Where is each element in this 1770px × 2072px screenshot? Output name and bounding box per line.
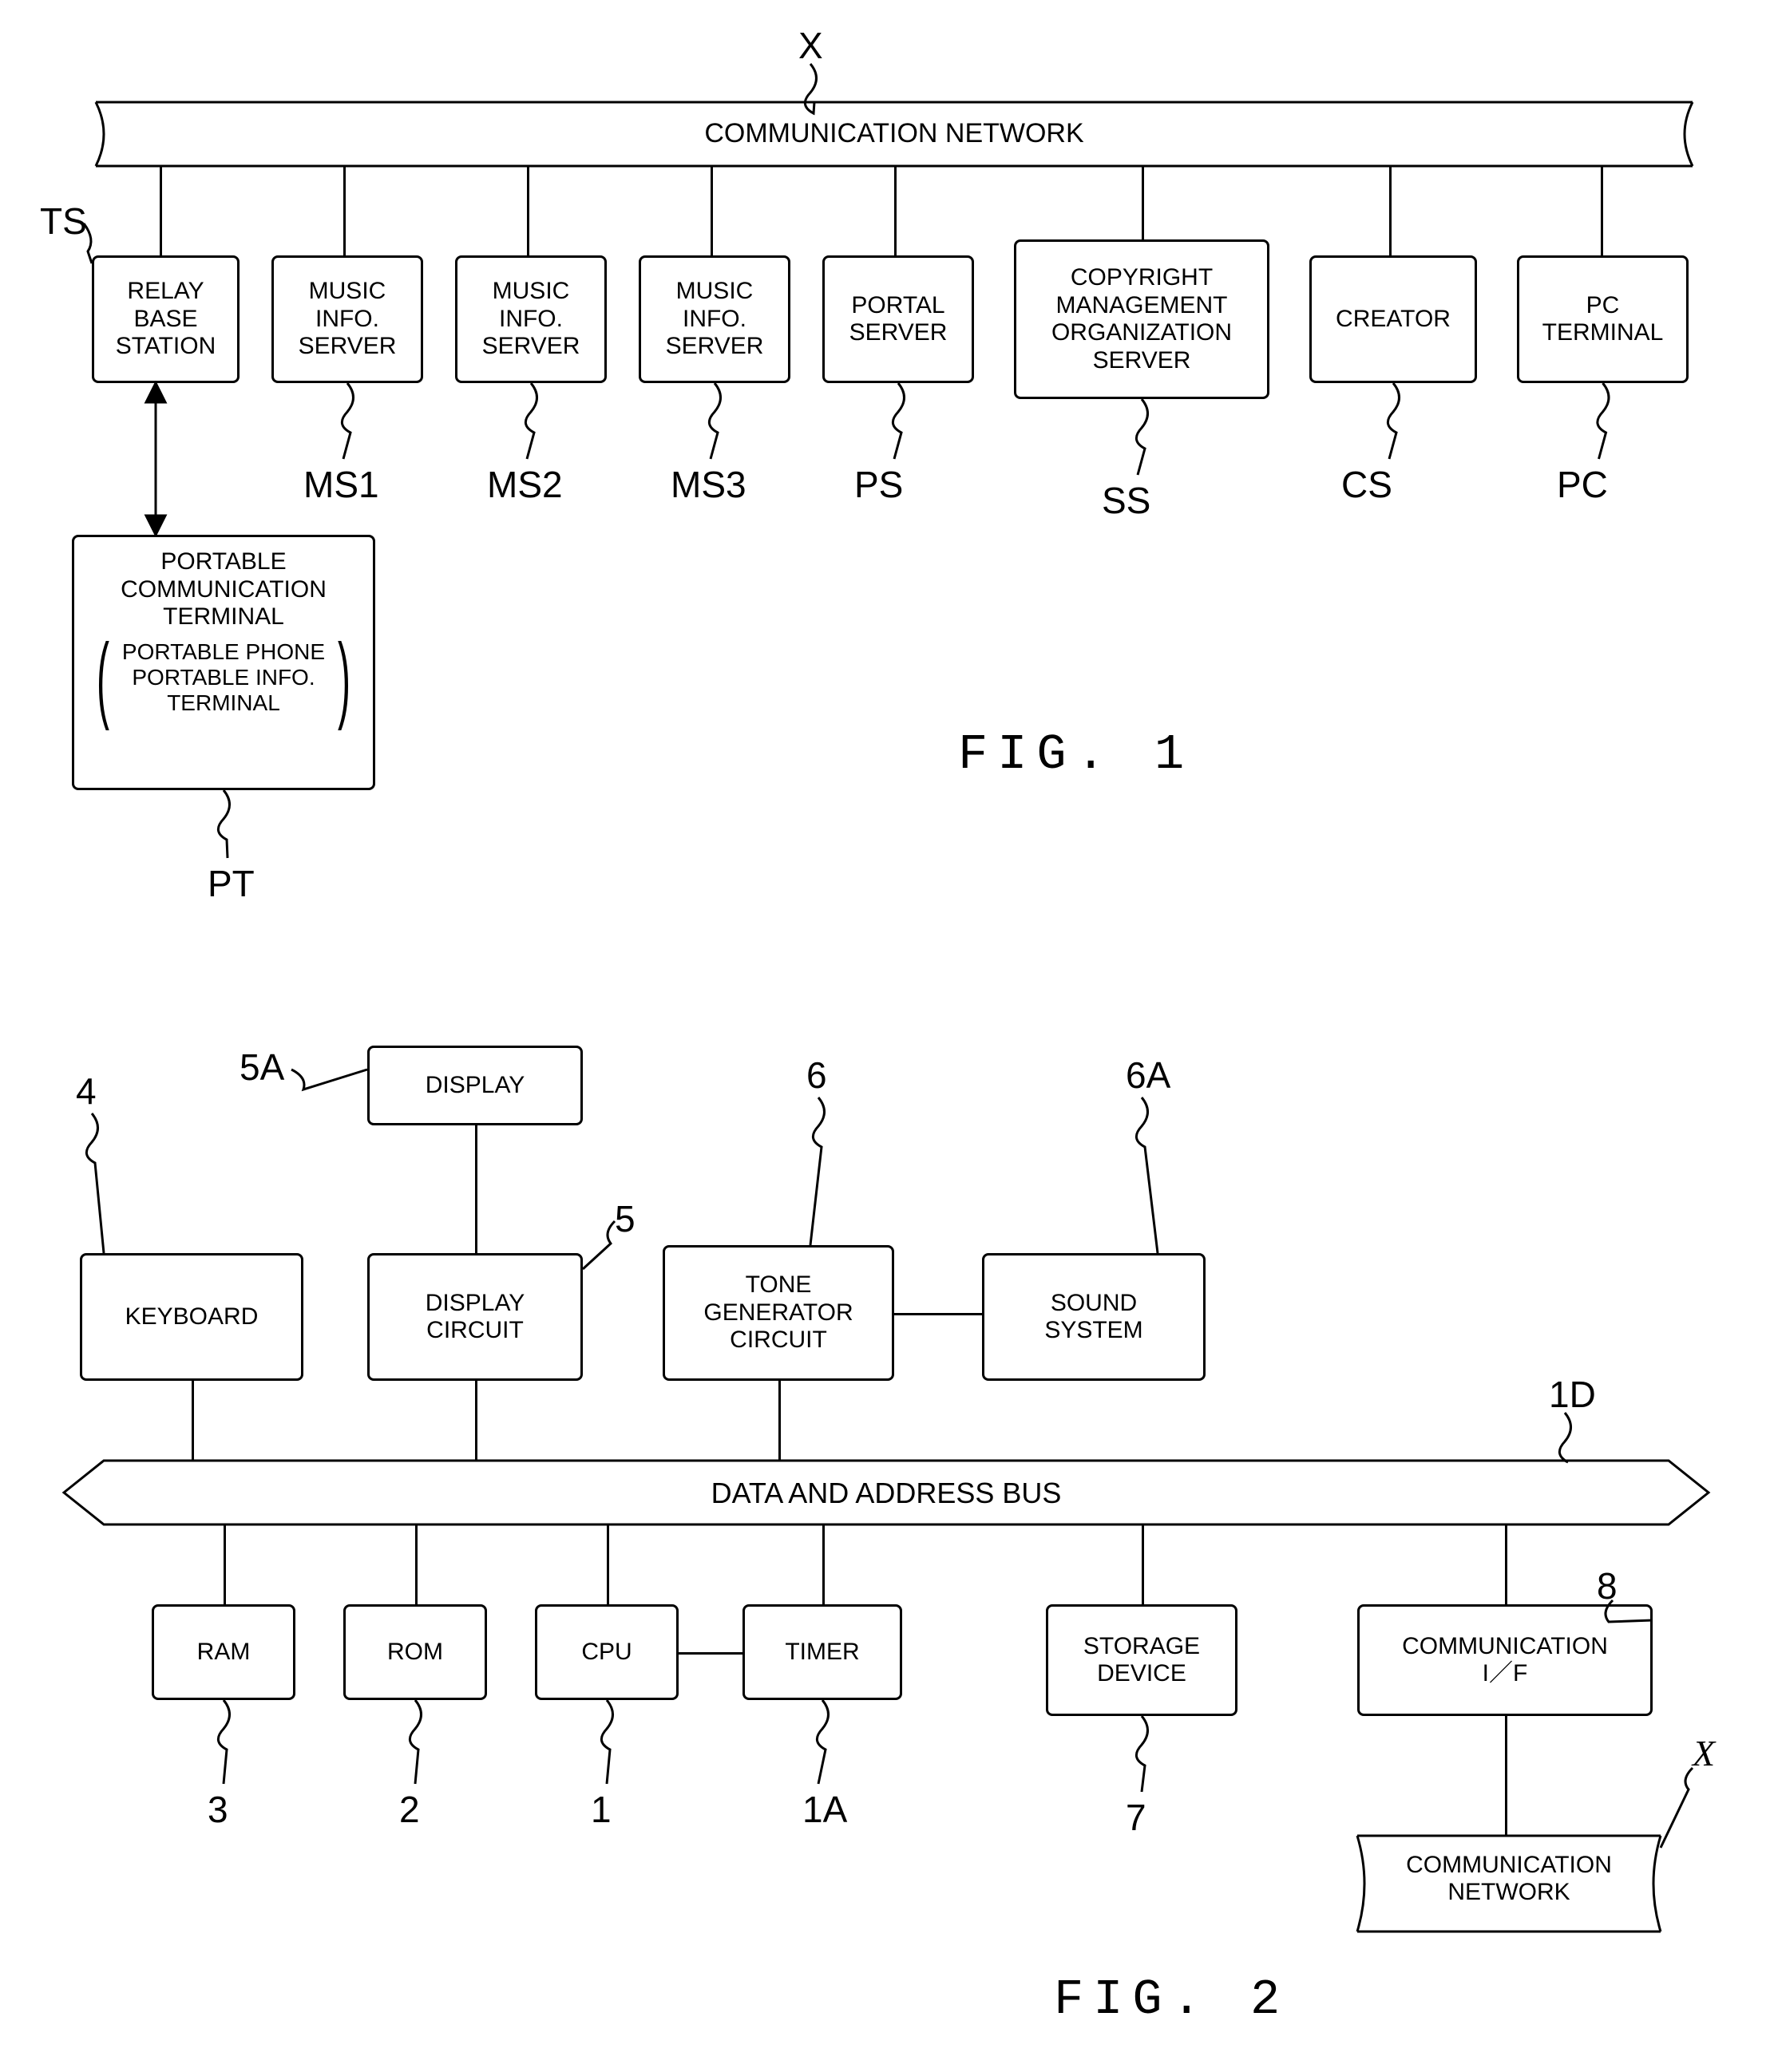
figure-caption: FIG. 2 — [1054, 1971, 1289, 2028]
connector-lines — [0, 0, 1770, 2072]
ref-label: X — [1693, 1732, 1715, 1774]
